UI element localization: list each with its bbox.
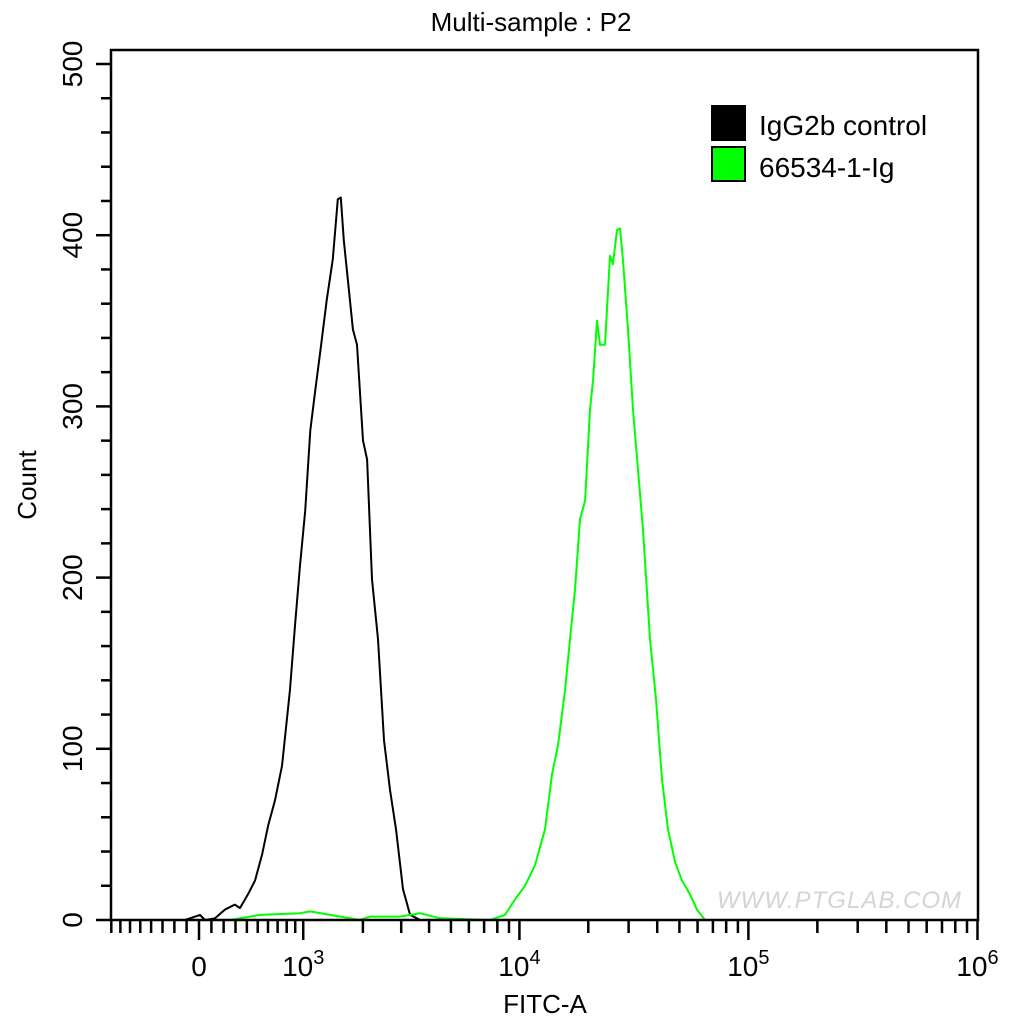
x-tick-label: 104: [498, 947, 540, 982]
legend-label-igg2b-control: IgG2b control: [759, 110, 927, 141]
legend-label-66534-1-ig: 66534-1-Ig: [759, 152, 894, 183]
x-tick-label: 105: [727, 947, 769, 982]
y-tick-label: 200: [57, 554, 88, 601]
legend-swatch-66534-1-ig: [711, 146, 746, 182]
series-line-0: [184, 196, 421, 921]
x-tick-label: 103: [282, 947, 324, 982]
legend-swatch-igg2b-control: [711, 105, 746, 141]
legend: IgG2b control 66534-1-Ig: [711, 105, 927, 183]
y-tick-label: 0: [57, 912, 88, 928]
plot-frame: [109, 48, 980, 922]
watermark: WWW.PTGLAB.COM: [717, 887, 962, 914]
series-line-1: [229, 227, 706, 921]
chart-title: Multi-sample : P2: [431, 7, 632, 37]
x-axis-label: FITC-A: [503, 989, 587, 1019]
y-tick-label: 300: [57, 383, 88, 430]
x-tick-label: 106: [956, 947, 998, 982]
y-tick-label: 100: [57, 725, 88, 772]
x-tick-label: 0: [191, 951, 207, 982]
y-axis-label: Count: [12, 450, 42, 520]
y-tick-label: 500: [57, 41, 88, 88]
y-tick-label: 400: [57, 212, 88, 259]
